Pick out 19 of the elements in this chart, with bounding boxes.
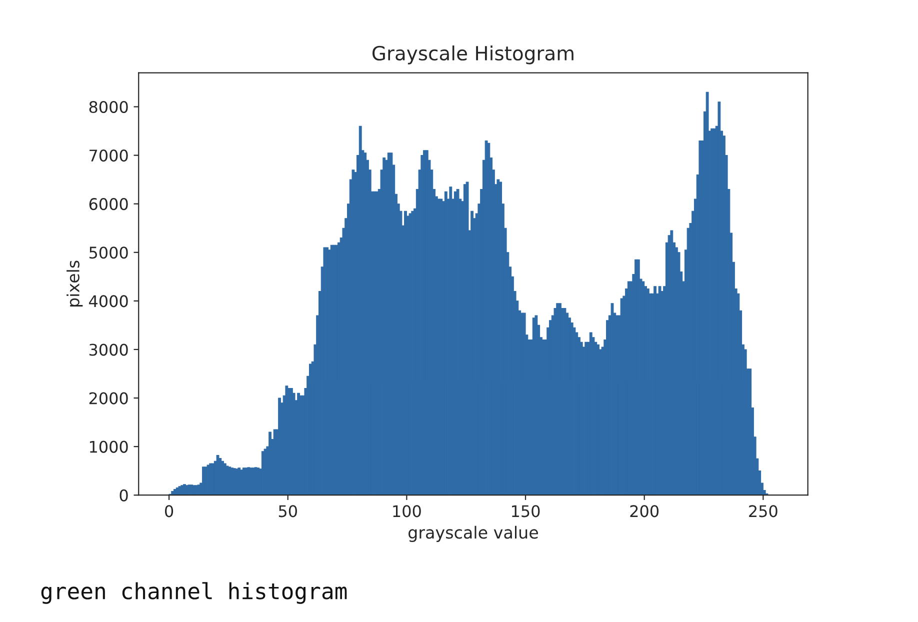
y-tick-label: 4000 [89,295,128,308]
y-axis-title: pixels [66,260,83,306]
x-tick-label: 200 [630,505,659,518]
x-axis-title: grayscale value [408,526,538,542]
x-tick-label: 100 [393,505,421,518]
y-tick-label: 3000 [89,344,128,356]
chart-title: Grayscale Histogram [372,46,574,64]
y-tick-label: 2000 [89,392,128,404]
y-tick-label: 1000 [90,440,128,453]
y-tick-label: 7000 [90,150,128,162]
y-tick-label: 6000 [89,198,128,210]
x-tick-label: 250 [749,505,778,518]
x-tick-label: 50 [278,505,297,518]
x-tick-label: 150 [512,505,540,518]
x-tick-label: 0 [165,505,174,518]
text: green channel histogram [41,582,347,604]
y-tick-label: 8000 [89,100,128,114]
y-tick-label: 0 [120,489,128,502]
y-tick-label: 5000 [89,246,128,259]
